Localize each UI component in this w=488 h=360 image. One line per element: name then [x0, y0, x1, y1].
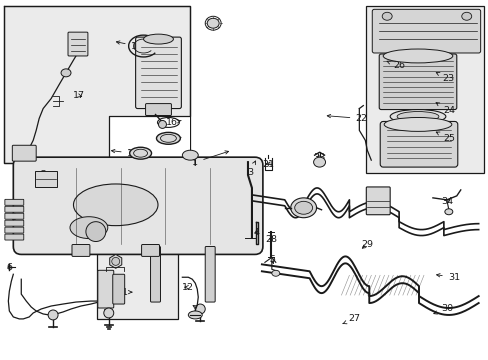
FancyBboxPatch shape	[142, 244, 159, 256]
Ellipse shape	[383, 49, 452, 63]
Ellipse shape	[271, 270, 279, 276]
Text: 20: 20	[297, 203, 309, 212]
FancyBboxPatch shape	[145, 104, 171, 116]
Ellipse shape	[461, 12, 471, 20]
Circle shape	[86, 222, 105, 242]
FancyBboxPatch shape	[366, 6, 483, 173]
Text: 3: 3	[246, 161, 255, 176]
Text: 4: 4	[253, 228, 260, 237]
Text: 18: 18	[116, 41, 142, 50]
FancyBboxPatch shape	[72, 244, 90, 256]
FancyBboxPatch shape	[5, 220, 24, 226]
Text: 10: 10	[102, 310, 115, 319]
Text: 22: 22	[326, 114, 366, 123]
Text: 19: 19	[207, 20, 219, 29]
Ellipse shape	[158, 121, 166, 129]
Text: 2: 2	[40, 170, 46, 179]
Text: 5: 5	[268, 255, 274, 264]
FancyBboxPatch shape	[5, 227, 24, 233]
Ellipse shape	[129, 147, 151, 159]
Text: 25: 25	[435, 132, 454, 143]
Ellipse shape	[290, 198, 316, 218]
FancyBboxPatch shape	[205, 247, 215, 302]
Text: 15: 15	[166, 134, 181, 143]
Ellipse shape	[70, 217, 107, 239]
Text: 30: 30	[433, 305, 452, 314]
Text: 9: 9	[113, 258, 119, 267]
Ellipse shape	[384, 117, 451, 131]
Text: 17: 17	[73, 91, 85, 100]
Text: 23: 23	[435, 72, 454, 83]
Ellipse shape	[73, 184, 158, 226]
Circle shape	[48, 310, 58, 320]
FancyBboxPatch shape	[4, 6, 190, 163]
FancyBboxPatch shape	[379, 54, 456, 109]
Circle shape	[103, 308, 114, 318]
Ellipse shape	[444, 209, 452, 215]
Text: 31: 31	[436, 273, 459, 282]
Ellipse shape	[313, 157, 325, 167]
Ellipse shape	[396, 112, 438, 121]
FancyBboxPatch shape	[13, 157, 263, 255]
Ellipse shape	[207, 18, 219, 28]
FancyBboxPatch shape	[97, 251, 178, 319]
FancyBboxPatch shape	[108, 116, 190, 163]
Text: 11: 11	[117, 288, 132, 297]
Text: 12: 12	[182, 283, 194, 292]
Text: 29: 29	[361, 240, 372, 249]
FancyBboxPatch shape	[12, 145, 36, 161]
Text: 27: 27	[342, 314, 360, 324]
FancyBboxPatch shape	[5, 206, 24, 212]
FancyBboxPatch shape	[68, 32, 88, 56]
Text: 1: 1	[192, 151, 228, 167]
Text: 26: 26	[386, 61, 404, 71]
Text: 7: 7	[50, 311, 56, 320]
Circle shape	[195, 304, 205, 314]
Text: 28: 28	[264, 235, 276, 244]
Text: 32: 32	[370, 188, 383, 199]
FancyBboxPatch shape	[150, 247, 160, 302]
Text: 21: 21	[262, 159, 273, 168]
Text: 6: 6	[6, 263, 12, 272]
FancyBboxPatch shape	[380, 121, 457, 167]
Ellipse shape	[182, 150, 198, 160]
FancyBboxPatch shape	[35, 171, 57, 187]
Text: 34: 34	[440, 197, 452, 206]
Text: 16: 16	[166, 118, 181, 127]
Text: 7: 7	[193, 306, 203, 315]
FancyBboxPatch shape	[366, 187, 389, 215]
Ellipse shape	[61, 69, 71, 77]
Ellipse shape	[389, 109, 445, 123]
FancyBboxPatch shape	[5, 234, 24, 240]
FancyBboxPatch shape	[5, 199, 24, 205]
Circle shape	[112, 257, 120, 265]
FancyBboxPatch shape	[5, 213, 24, 219]
Ellipse shape	[156, 132, 180, 144]
Text: 14: 14	[111, 149, 139, 158]
Text: 33: 33	[313, 153, 325, 162]
FancyBboxPatch shape	[98, 270, 114, 308]
Ellipse shape	[382, 12, 391, 20]
Ellipse shape	[188, 311, 202, 319]
Ellipse shape	[294, 201, 312, 214]
Text: 13: 13	[169, 66, 181, 75]
Ellipse shape	[143, 34, 173, 44]
FancyBboxPatch shape	[135, 37, 181, 109]
Text: 24: 24	[435, 103, 454, 115]
FancyBboxPatch shape	[371, 9, 480, 53]
FancyBboxPatch shape	[113, 274, 124, 304]
Text: 8: 8	[10, 213, 16, 222]
